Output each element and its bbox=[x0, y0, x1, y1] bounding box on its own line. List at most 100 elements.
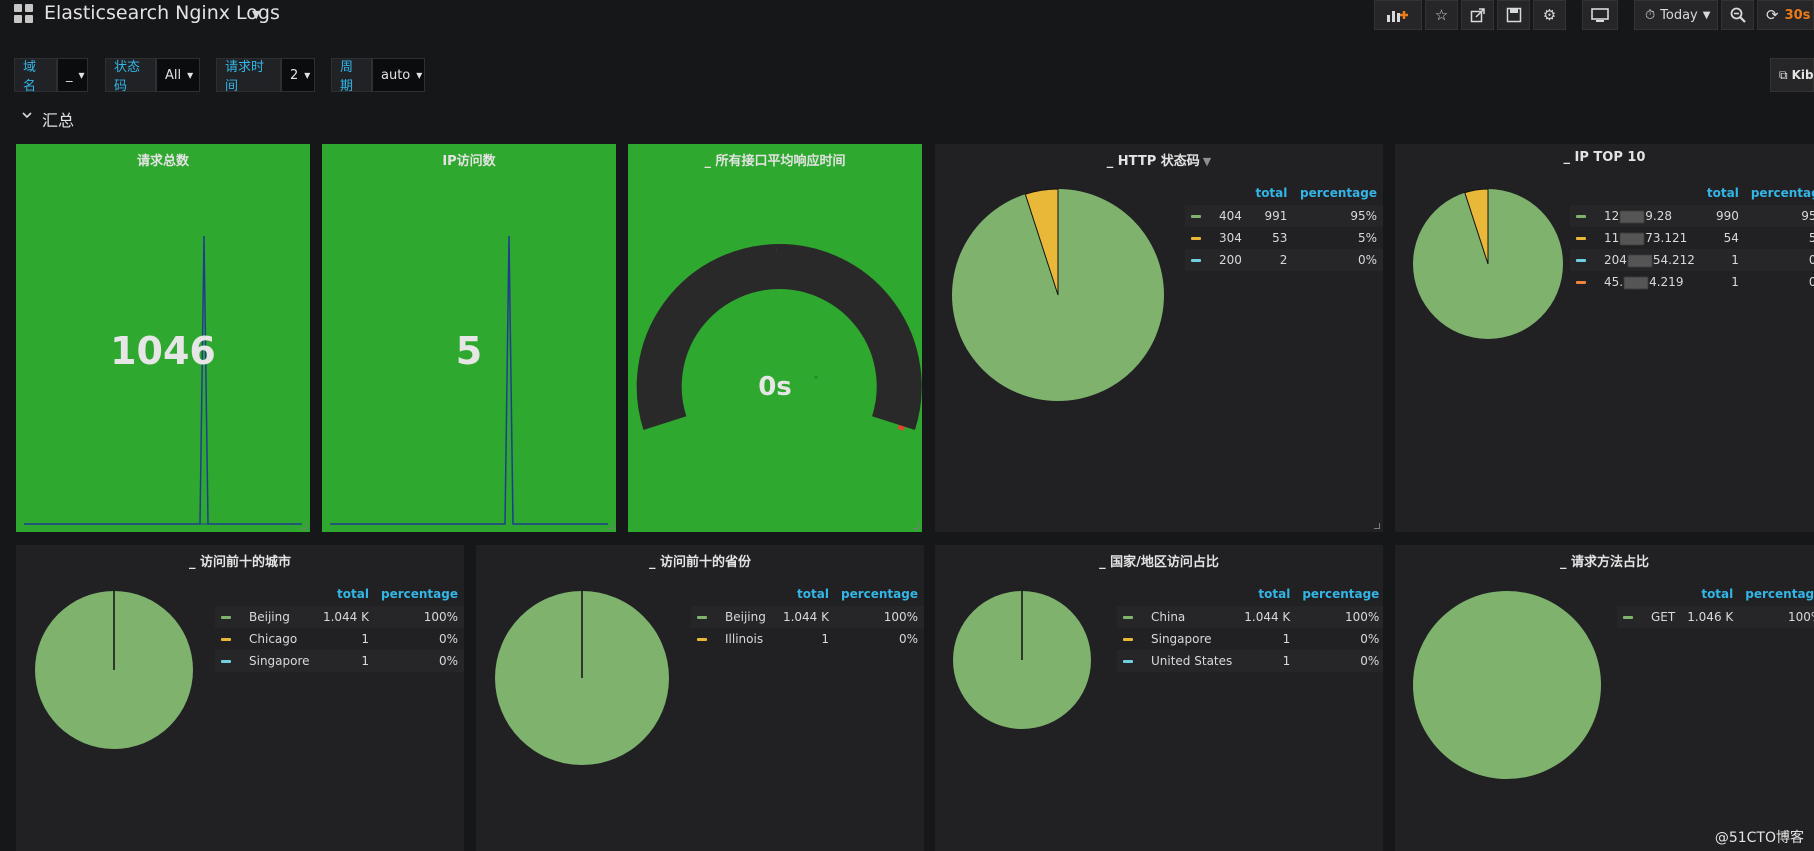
refresh-icon: ⟳ bbox=[1766, 6, 1779, 24]
legend-header-total: total bbox=[1701, 587, 1734, 601]
resize-handle[interactable] bbox=[607, 523, 613, 529]
zoom-out-icon bbox=[1730, 7, 1746, 23]
panel-title: _ HTTP 状态码 ▼ bbox=[935, 150, 1383, 169]
tv-mode-button[interactable] bbox=[1582, 0, 1618, 30]
refresh-button[interactable]: ⟳ 30s bbox=[1757, 0, 1814, 30]
resize-handle[interactable] bbox=[301, 523, 307, 529]
monitor-icon bbox=[1591, 8, 1609, 22]
gear-icon: ⚙ bbox=[1542, 6, 1557, 24]
dashboard-grid-icon[interactable] bbox=[14, 4, 34, 24]
variable-status-label: 状态码 bbox=[105, 58, 156, 94]
legend-row[interactable]: Chicago 1 0% bbox=[215, 628, 464, 650]
panel-avg-response-time[interactable]: _ 所有接口平均响应时间 0s bbox=[628, 144, 922, 532]
external-link-icon: ⧉ bbox=[1779, 67, 1788, 82]
pie-chart bbox=[952, 188, 1164, 401]
chevron-down-icon[interactable]: ▼ bbox=[252, 8, 261, 21]
stat-value: 5 bbox=[455, 329, 483, 373]
variable-domain-label: 域名 bbox=[14, 58, 57, 94]
gauge bbox=[636, 244, 922, 431]
star-icon: ☆ bbox=[1434, 6, 1449, 24]
add-panel-icon bbox=[1387, 11, 1408, 22]
legend-header-percentage: percentage bbox=[1302, 587, 1380, 601]
panel-top-cities[interactable]: _ 访问前十的城市 total percentage Beijing 1.044 K… bbox=[16, 545, 464, 851]
time-picker-button[interactable]: ⏱ Today ▼ bbox=[1634, 0, 1718, 30]
legend: total percentage China 1.044 K 100% Singapo… bbox=[1117, 586, 1383, 672]
star-button[interactable]: ☆ bbox=[1425, 0, 1458, 30]
panel-title: _ 访问前十的城市 bbox=[188, 555, 292, 570]
stat-value: 1046 bbox=[110, 329, 216, 373]
panel-http-status[interactable]: _ HTTP 状态码 ▼ total percentage 404 991 95% 30… bbox=[935, 144, 1383, 532]
legend-row[interactable]: 404 991 95% bbox=[1185, 205, 1383, 227]
legend-header-percentage: percentage bbox=[1745, 587, 1814, 601]
panel-top-provinces[interactable]: _ 访问前十的省份 total percentage Beijing 1.044 K… bbox=[476, 545, 924, 851]
resize-handle[interactable] bbox=[1374, 523, 1380, 529]
legend-row[interactable]: Singapore 1 0% bbox=[215, 650, 464, 672]
pie-chart bbox=[1413, 591, 1601, 779]
panel-title: _ 国家/地区访问占比 bbox=[1099, 555, 1219, 570]
sparkline bbox=[24, 235, 302, 525]
legend-header-percentage: percentage bbox=[840, 587, 918, 601]
legend-header-total: total bbox=[1706, 186, 1739, 200]
panel-total-requests[interactable]: 请求总数 1046 bbox=[16, 144, 310, 532]
clock-icon: ⏱ bbox=[1645, 7, 1656, 23]
legend-header-total: total bbox=[797, 587, 829, 601]
save-icon bbox=[1506, 7, 1521, 23]
variable-status-select[interactable]: All bbox=[156, 58, 200, 92]
chevron-down-icon: ▼ bbox=[1702, 9, 1711, 21]
kibana-link-label: Kib bbox=[1791, 68, 1814, 82]
add-panel-button[interactable] bbox=[1374, 0, 1422, 30]
panel-title: IP访问数 bbox=[442, 154, 496, 169]
row-header-summary[interactable]: 汇总 bbox=[22, 107, 74, 131]
zoom-out-button[interactable] bbox=[1721, 0, 1754, 30]
legend: total percentage Beijing 1.044 K 100% Chica… bbox=[215, 586, 464, 672]
variable-request-time-label: 请求时间 bbox=[216, 58, 281, 94]
pie-chart bbox=[35, 591, 193, 749]
chevron-down-icon[interactable]: ▼ bbox=[1202, 155, 1212, 168]
save-button[interactable] bbox=[1497, 0, 1530, 30]
legend-row[interactable]: 304 53 5% bbox=[1185, 227, 1383, 249]
resize-handle[interactable] bbox=[913, 523, 919, 529]
dashboard-title[interactable]: Elasticsearch Nginx Logs bbox=[44, 2, 280, 24]
gauge-value: 0s bbox=[758, 372, 792, 402]
legend-header-total: total bbox=[1255, 186, 1288, 200]
time-range-label: Today bbox=[1660, 7, 1698, 23]
legend-row[interactable]: Beijing 1.044 K 100% bbox=[215, 606, 464, 628]
panel-ip-top10[interactable]: _ IP TOP 10 total percentage 129.2899095%… bbox=[1395, 144, 1814, 532]
legend: total percentage 404 991 95% 304 53 5% 200 2 0% bbox=[1185, 185, 1383, 271]
pie-chart bbox=[953, 591, 1091, 729]
panel-title: _ IP TOP 10 bbox=[1563, 150, 1646, 165]
panel-title: _ 请求方法占比 bbox=[1559, 555, 1650, 570]
redacted-mask bbox=[1620, 232, 1645, 245]
legend-row[interactable]: United States 1 0% bbox=[1117, 650, 1383, 672]
share-icon bbox=[1470, 8, 1485, 23]
legend-row[interactable]: 200 2 0% bbox=[1185, 249, 1383, 271]
variable-period-select[interactable]: auto bbox=[372, 58, 425, 92]
panel-countries[interactable]: _ 国家/地区访问占比 total percentage China 1.044 K… bbox=[935, 545, 1383, 851]
settings-button[interactable]: ⚙ bbox=[1533, 0, 1566, 30]
variable-domain-select[interactable]: _ bbox=[57, 58, 88, 92]
legend: total percentage Beijing 1.044 K 100% Illin… bbox=[691, 586, 924, 650]
legend-row[interactable]: Singapore 1 0% bbox=[1117, 628, 1383, 650]
kibana-link[interactable]: ⧉ Kib bbox=[1770, 58, 1814, 92]
legend-row[interactable]: China 1.044 K 100% bbox=[1117, 606, 1383, 628]
chevron-down-icon bbox=[22, 112, 32, 119]
legend-row[interactable]: Beijing 1.044 K 100% bbox=[691, 606, 924, 628]
legend-row[interactable]: Illinois 1 0% bbox=[691, 628, 924, 650]
pie-chart bbox=[495, 591, 669, 765]
share-button[interactable] bbox=[1461, 0, 1494, 30]
panel-ip-visits[interactable]: IP访问数 5 bbox=[322, 144, 616, 532]
row-title: 汇总 bbox=[42, 111, 75, 130]
watermark: @51CTO博客 bbox=[1714, 830, 1804, 846]
legend-header-percentage: percentage bbox=[380, 587, 458, 601]
panel-title: _ 所有接口平均响应时间 bbox=[704, 154, 846, 169]
variable-period-label: 周期 bbox=[331, 58, 372, 94]
variable-request-time-select[interactable]: 2 bbox=[281, 58, 315, 92]
